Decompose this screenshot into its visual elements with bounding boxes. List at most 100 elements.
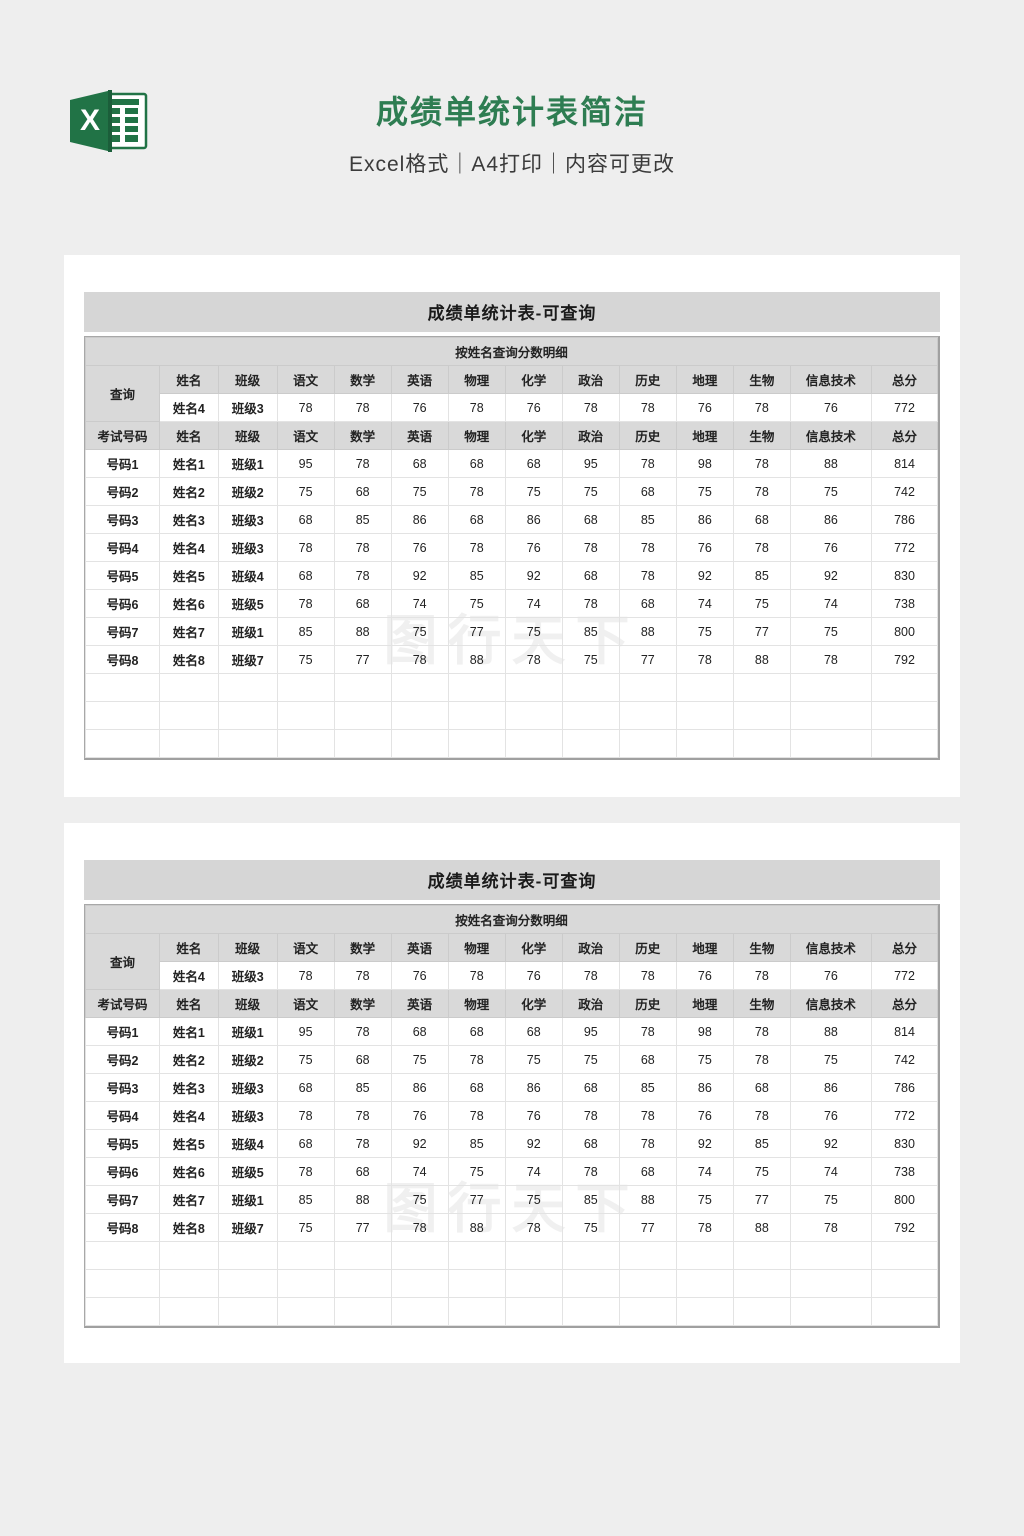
empty-cell (158, 1269, 219, 1298)
query-value-cell[interactable]: 78 (447, 961, 506, 990)
table-cell: 75 (789, 1185, 872, 1214)
query-column-header: 历史 (618, 365, 677, 394)
table-cell: 85 (561, 1185, 620, 1214)
table-cell: 班级1 (217, 449, 278, 478)
table-header-row: 考试号码 姓名 班级 语文 数学 英语 物理 化学 政治 历史 地理 生物 信息技术 总分 (85, 421, 938, 450)
table-cell: 75 (561, 645, 620, 674)
spreadsheet-preview-1: 成绩单统计表-可查询 图行天下 按姓名查询分数明细 查询 姓名 班级 语文 数学 英语 物理化… (84, 292, 940, 760)
query-value-cell[interactable]: 78 (732, 393, 791, 422)
empty-cell (789, 729, 872, 758)
column-header: 地理 (675, 989, 734, 1018)
table-cell: 92 (675, 561, 734, 590)
query-value-cell[interactable]: 76 (675, 393, 734, 422)
table-cell: 班级1 (217, 1017, 278, 1046)
query-value-cell[interactable]: 姓名4 (158, 961, 219, 990)
query-column-header: 信息技术 (789, 933, 872, 962)
table-cell: 68 (276, 1073, 335, 1102)
query-value-cell[interactable]: 78 (561, 393, 620, 422)
preview-card-2: 成绩单统计表-可查询 图行天下 按姓名查询分数明细 查询 姓名 班级 语文 数学 英语 物理化… (64, 823, 960, 1363)
query-value-cell[interactable]: 76 (390, 961, 449, 990)
table-cell: 68 (333, 589, 392, 618)
page-subtitle: Excel格式｜A4打印｜内容可更改 (348, 153, 676, 176)
empty-cell (561, 1269, 620, 1298)
table-cell: 号码3 (85, 505, 160, 534)
table-cell: 85 (732, 1129, 791, 1158)
table-cell: 姓名2 (158, 1045, 219, 1074)
table-cell: 88 (618, 617, 677, 646)
table-cell: 75 (276, 1213, 335, 1242)
query-value-cell[interactable]: 78 (276, 393, 335, 422)
table-row: 号码1 姓名1 班级1 95 78 68 68 68 95 78 98 78 88 814 (85, 449, 938, 478)
table-cell: 78 (333, 1101, 392, 1130)
page-header: X 成绩单统计表简洁 Excel格式｜A4打印｜内容可更改 (0, 0, 1024, 255)
table-row: 号码1 姓名1 班级1 95 78 68 68 68 95 78 98 78 88 814 (85, 1017, 938, 1046)
query-column-header: 政治 (561, 933, 620, 962)
query-value-cell[interactable]: 班级3 (217, 961, 278, 990)
empty-cell (390, 729, 449, 758)
query-value-cell[interactable]: 78 (333, 961, 392, 990)
query-value-cell[interactable]: 班级3 (217, 393, 278, 422)
table-cell: 786 (870, 1073, 938, 1102)
query-value-cell[interactable]: 78 (732, 961, 791, 990)
empty-cell (561, 729, 620, 758)
table-cell: 姓名6 (158, 589, 219, 618)
query-value-cell[interactable]: 78 (561, 961, 620, 990)
table-cell: 88 (333, 617, 392, 646)
table-cell: 95 (276, 449, 335, 478)
query-value-cell[interactable]: 78 (333, 393, 392, 422)
table-row: 号码7 姓名7 班级1 85 88 75 77 75 85 88 75 77 75 800 (85, 617, 938, 646)
query-value-cell[interactable]: 772 (870, 961, 938, 990)
table-cell: 班级3 (217, 1073, 278, 1102)
table-cell: 814 (870, 1017, 938, 1046)
query-column-header: 生物 (732, 365, 791, 394)
empty-cell (504, 1241, 563, 1270)
query-value-cell[interactable]: 76 (504, 961, 563, 990)
empty-cell (447, 729, 506, 758)
table-cell: 78 (732, 1017, 791, 1046)
table-cell: 77 (333, 1213, 392, 1242)
table-row: 号码2 姓名2 班级2 75 68 75 78 75 75 68 75 78 75 742 (85, 477, 938, 506)
table-cell: 792 (870, 1213, 938, 1242)
query-column-header: 班级 (217, 933, 278, 962)
empty-cell (217, 1269, 278, 1298)
table-cell: 号码4 (85, 1101, 160, 1130)
query-value-cell[interactable]: 76 (789, 961, 872, 990)
table-cell: 号码8 (85, 1213, 160, 1242)
table-cell: 85 (276, 617, 335, 646)
column-header: 总分 (870, 989, 938, 1018)
column-header: 英语 (390, 421, 449, 450)
query-value-cell[interactable]: 78 (276, 961, 335, 990)
query-value-cell[interactable]: 76 (789, 393, 872, 422)
empty-cell (390, 701, 449, 730)
empty-cell (217, 1241, 278, 1270)
query-column-header: 化学 (504, 365, 563, 394)
table-cell: 75 (390, 617, 449, 646)
query-column-header: 信息技术 (789, 365, 872, 394)
table-cell: 76 (675, 533, 734, 562)
page-title: 成绩单统计表简洁 (375, 94, 648, 130)
query-column-header: 英语 (390, 365, 449, 394)
query-band-row: 按姓名查询分数明细 (85, 905, 938, 934)
table-cell: 78 (390, 1213, 449, 1242)
empty-cell (276, 1269, 335, 1298)
query-value-cell[interactable]: 772 (870, 393, 938, 422)
table-cell: 78 (333, 1129, 392, 1158)
query-value-cell[interactable]: 78 (618, 393, 677, 422)
empty-cell (618, 729, 677, 758)
query-value-cell[interactable]: 76 (504, 393, 563, 422)
query-value-cell[interactable]: 76 (390, 393, 449, 422)
query-value-cell[interactable]: 78 (618, 961, 677, 990)
query-column-header: 历史 (618, 933, 677, 962)
column-header: 化学 (504, 989, 563, 1018)
table-cell: 78 (276, 1101, 335, 1130)
table-cell: 68 (732, 1073, 791, 1102)
query-value-cell[interactable]: 76 (675, 961, 734, 990)
query-column-header: 数学 (333, 933, 392, 962)
table-cell: 78 (276, 589, 335, 618)
excel-logo-icon: X (64, 86, 152, 156)
empty-cell (870, 1269, 938, 1298)
query-value-cell[interactable]: 姓名4 (158, 393, 219, 422)
query-value-cell[interactable]: 78 (447, 393, 506, 422)
table-cell: 86 (789, 505, 872, 534)
table-cell: 68 (618, 477, 677, 506)
